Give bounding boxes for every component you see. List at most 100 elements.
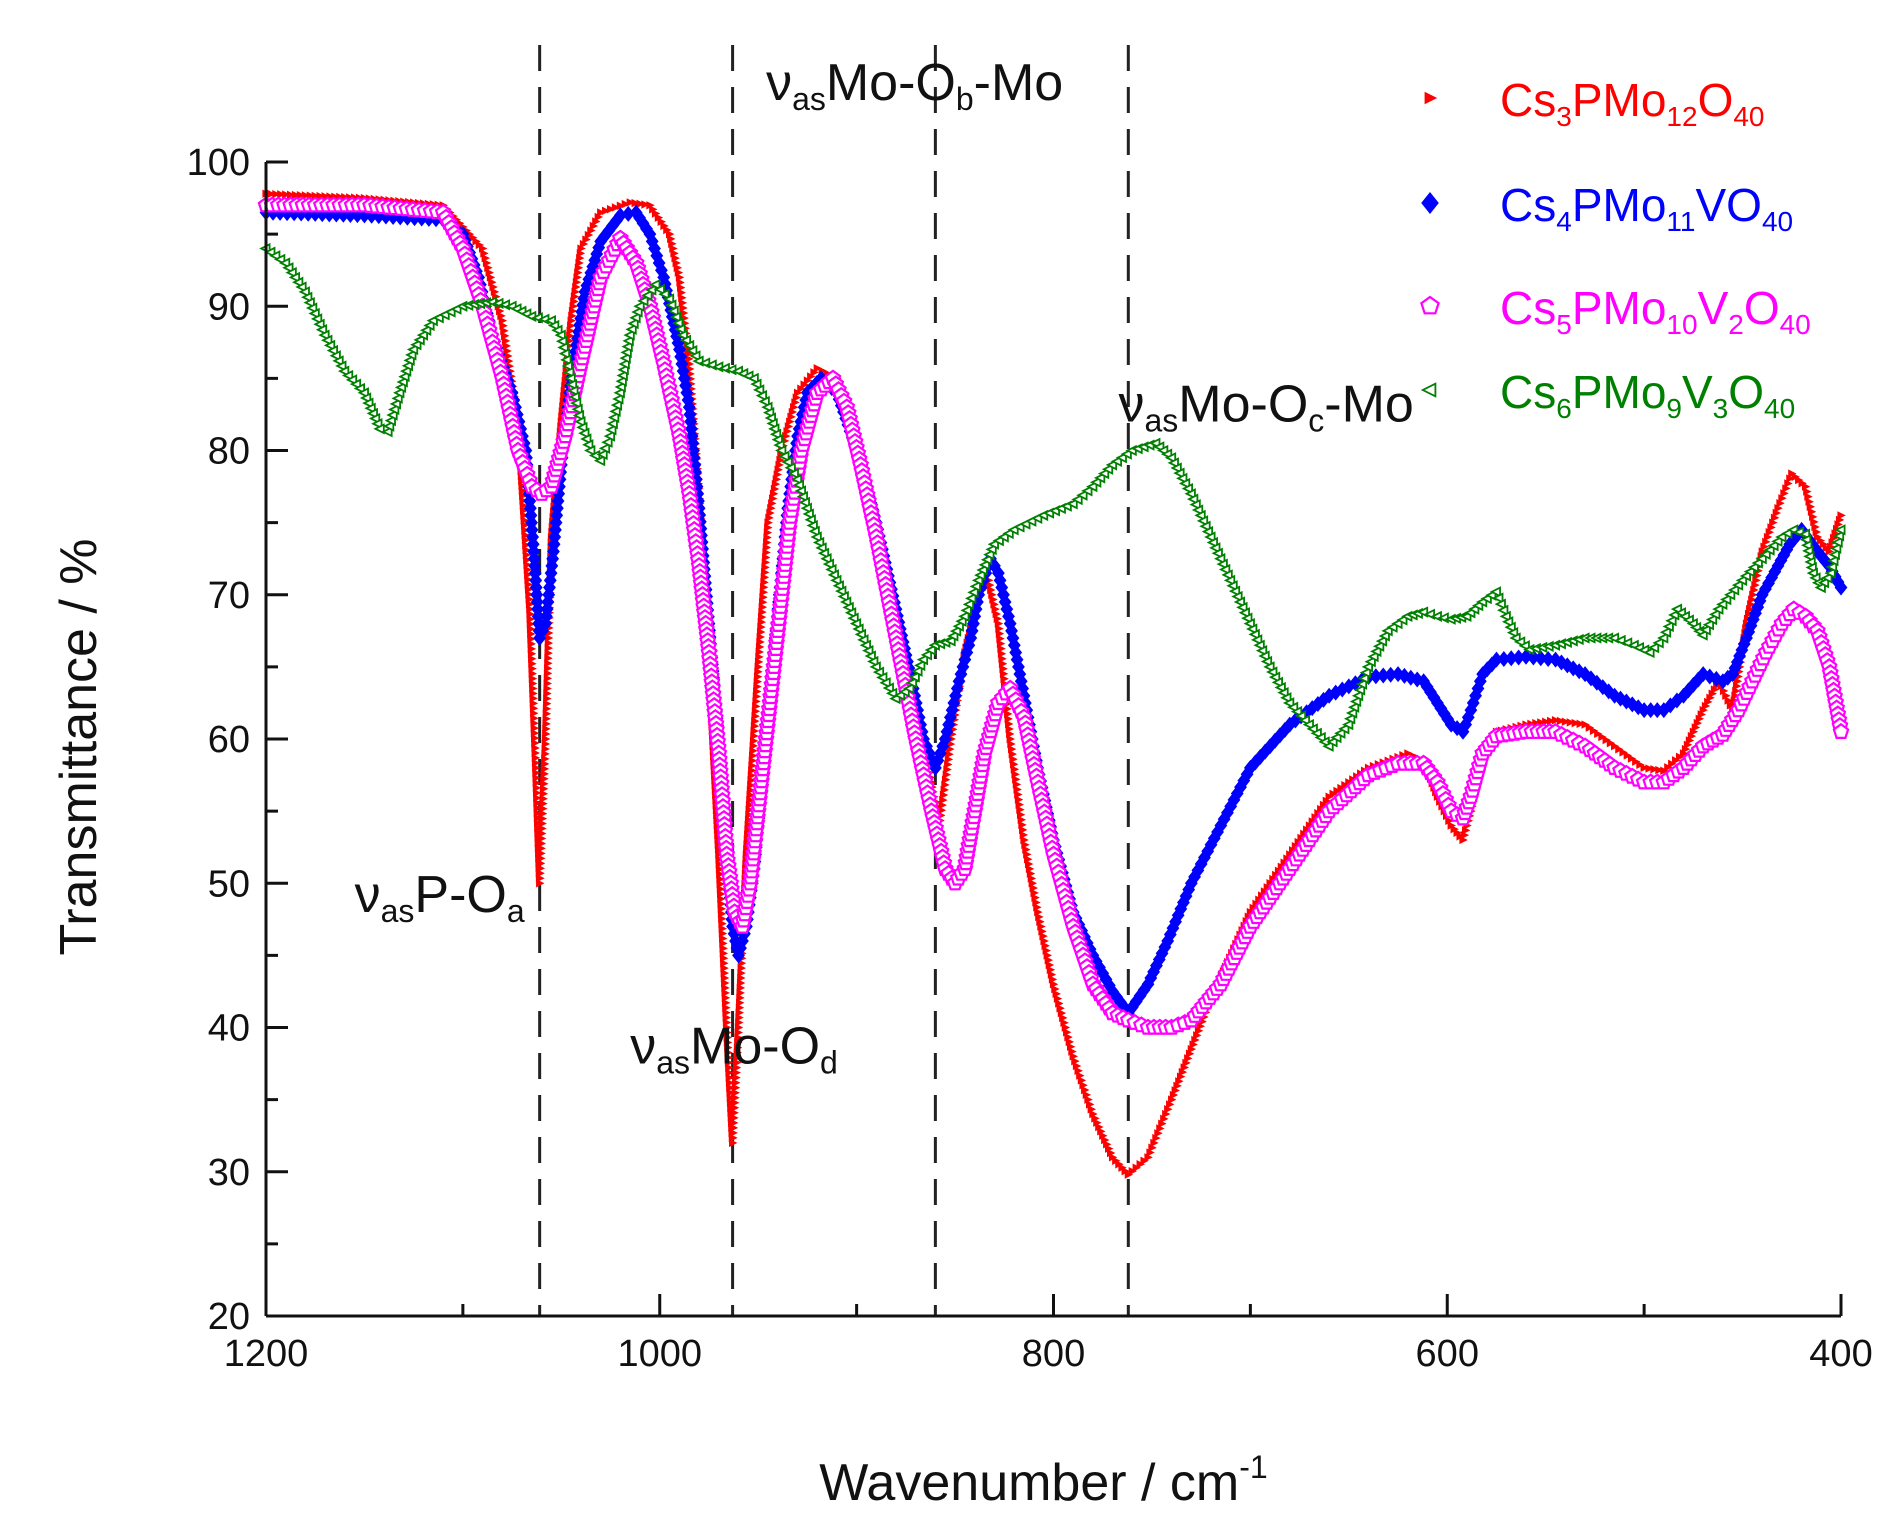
- data-point: [596, 448, 608, 461]
- data-point: [322, 206, 336, 223]
- data-point: [1319, 800, 1329, 810]
- data-point: [787, 467, 799, 480]
- data-point: [1647, 641, 1660, 654]
- data-point: [1735, 574, 1748, 586]
- data-point: [615, 375, 627, 387]
- data-point: [612, 393, 624, 405]
- data-point: [1656, 632, 1669, 644]
- data-point: [985, 543, 997, 556]
- data-point: [971, 574, 984, 586]
- data-point: [761, 401, 773, 413]
- data-point: [359, 392, 372, 404]
- data-point: [1338, 723, 1350, 735]
- data-point: [1280, 692, 1292, 704]
- data-point: [1326, 736, 1338, 748]
- data-point: [864, 650, 876, 662]
- data-point: [1831, 536, 1843, 548]
- data-point: [382, 420, 395, 432]
- data-point: [1494, 598, 1506, 610]
- data-point: [1724, 696, 1733, 705]
- data-point: [817, 547, 830, 559]
- data-point: [752, 384, 765, 396]
- x-tick-label: 800: [1022, 1333, 1085, 1375]
- data-point: [1719, 686, 1729, 696]
- data-point: [1814, 581, 1826, 594]
- data-point: [952, 620, 964, 632]
- data-point: [1824, 567, 1836, 579]
- data-point: [1170, 462, 1182, 474]
- data-point: [569, 397, 582, 409]
- y-tick-label: 60: [208, 719, 250, 761]
- data-point: [859, 639, 871, 651]
- data-point: [1303, 825, 1312, 834]
- data-point: [1644, 702, 1658, 719]
- data-point: [574, 415, 586, 428]
- data-point: [747, 372, 759, 385]
- data-point: [649, 278, 661, 291]
- data-point: [974, 569, 986, 581]
- data-point: [572, 409, 585, 422]
- data-point: [980, 554, 993, 566]
- data-point: [1349, 695, 1362, 708]
- data-point: [594, 212, 604, 222]
- data-point: [584, 230, 594, 240]
- data-point: [614, 381, 626, 393]
- data-point: [766, 417, 778, 430]
- data-point: [1164, 452, 1177, 464]
- axes: 1200 1000 800 600 400 20 30 40 50 60 70 80 90 100 Wave…: [50, 142, 1873, 1512]
- data-point: [610, 399, 623, 411]
- data-point: [405, 349, 417, 361]
- data-point: [913, 659, 926, 672]
- data-point: [1637, 702, 1651, 719]
- data-point: [1702, 619, 1714, 631]
- data-point: [1759, 548, 1771, 561]
- data-point: [1186, 493, 1199, 505]
- data-point: [308, 307, 320, 320]
- data-point: [1097, 467, 1110, 480]
- data-point: [623, 329, 635, 341]
- data-point: [882, 682, 894, 694]
- data-point: [564, 372, 576, 385]
- data-point: [1199, 520, 1211, 532]
- data-point: [1345, 707, 1358, 719]
- data-point: [1627, 754, 1637, 763]
- data-point: [308, 205, 322, 222]
- data-point: [1632, 757, 1641, 766]
- data-point: [641, 200, 650, 209]
- data-point: [1071, 493, 1083, 506]
- data-point: [631, 198, 640, 208]
- legend: Cs3PMo12O40 Cs4PMo11VO40 Cs5PMo10V2O40 Cs6P…: [1420, 74, 1811, 424]
- data-point: [1241, 612, 1253, 624]
- data-point: [650, 247, 664, 264]
- data-point: [1086, 480, 1098, 493]
- data-point: [768, 423, 780, 435]
- data-point: [854, 628, 867, 641]
- data-point: [784, 462, 796, 474]
- y-tick-label: 90: [208, 286, 250, 328]
- data-point: [410, 339, 422, 351]
- data-point: [1768, 563, 1782, 580]
- data-point: [796, 491, 808, 503]
- data-point: [679, 334, 692, 346]
- data-point: [1453, 828, 1462, 837]
- data-point: [1280, 858, 1289, 867]
- legend-marker: [1421, 192, 1439, 214]
- data-point: [622, 335, 634, 347]
- data-point: [272, 189, 281, 199]
- data-point: [282, 262, 294, 274]
- data-point: [1302, 718, 1314, 731]
- data-point: [287, 190, 296, 200]
- data-point: [660, 221, 669, 231]
- data-point: [808, 525, 820, 537]
- data-point: [771, 434, 783, 446]
- data-point: [1253, 639, 1265, 651]
- data-point: [597, 208, 606, 217]
- data-point: [804, 514, 816, 526]
- data-point: [598, 442, 611, 454]
- data-point: [1581, 720, 1590, 729]
- data-point: [1214, 553, 1226, 565]
- data-point: [669, 311, 681, 323]
- data-point: [571, 403, 583, 415]
- data-point: [343, 206, 357, 223]
- data-point: [813, 364, 823, 373]
